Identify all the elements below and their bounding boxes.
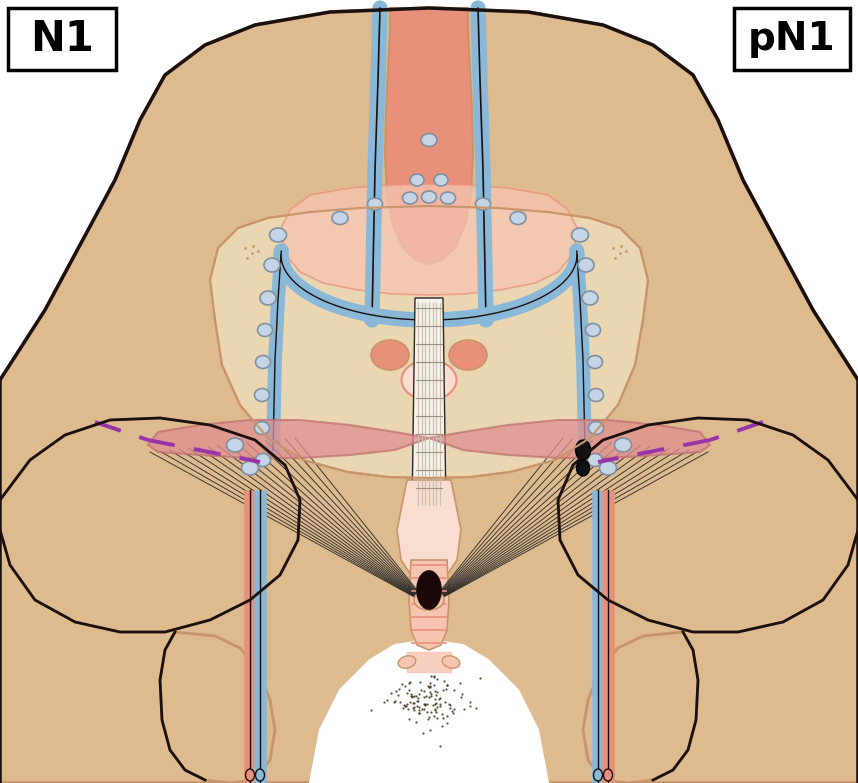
Ellipse shape <box>421 133 437 146</box>
Ellipse shape <box>589 388 603 402</box>
Polygon shape <box>0 8 858 783</box>
Polygon shape <box>412 298 446 510</box>
Ellipse shape <box>510 211 526 225</box>
Ellipse shape <box>449 340 487 370</box>
Ellipse shape <box>600 461 617 475</box>
Text: pN1: pN1 <box>748 20 836 58</box>
Ellipse shape <box>410 174 424 186</box>
Ellipse shape <box>589 421 603 435</box>
Ellipse shape <box>260 291 276 305</box>
Polygon shape <box>0 418 300 783</box>
Ellipse shape <box>256 453 270 467</box>
Ellipse shape <box>576 440 590 460</box>
Ellipse shape <box>614 438 631 452</box>
Ellipse shape <box>264 258 280 272</box>
Ellipse shape <box>588 453 602 467</box>
FancyBboxPatch shape <box>8 8 116 70</box>
Ellipse shape <box>594 769 602 781</box>
Ellipse shape <box>269 228 287 242</box>
Text: N1: N1 <box>30 18 94 60</box>
Ellipse shape <box>440 192 456 204</box>
Ellipse shape <box>367 198 383 210</box>
Ellipse shape <box>442 655 460 668</box>
Polygon shape <box>280 184 578 295</box>
Ellipse shape <box>332 211 348 225</box>
Polygon shape <box>385 8 473 264</box>
Ellipse shape <box>578 258 594 272</box>
Ellipse shape <box>577 460 589 476</box>
Polygon shape <box>160 632 275 783</box>
Ellipse shape <box>227 438 244 452</box>
Polygon shape <box>310 640 548 783</box>
Ellipse shape <box>245 769 255 781</box>
Ellipse shape <box>603 769 613 781</box>
Ellipse shape <box>571 228 589 242</box>
Polygon shape <box>397 480 461 580</box>
Ellipse shape <box>414 590 444 610</box>
Ellipse shape <box>255 421 269 435</box>
Ellipse shape <box>417 571 441 609</box>
Ellipse shape <box>421 191 437 203</box>
Ellipse shape <box>256 355 270 369</box>
Polygon shape <box>148 420 429 458</box>
Polygon shape <box>429 420 710 458</box>
Polygon shape <box>583 632 698 783</box>
Ellipse shape <box>256 769 264 781</box>
Ellipse shape <box>434 174 448 186</box>
Ellipse shape <box>371 340 409 370</box>
Polygon shape <box>558 418 858 783</box>
Ellipse shape <box>588 355 602 369</box>
Polygon shape <box>409 560 449 650</box>
Ellipse shape <box>241 461 258 475</box>
Ellipse shape <box>255 388 269 402</box>
Ellipse shape <box>475 198 491 210</box>
Ellipse shape <box>402 360 456 400</box>
FancyBboxPatch shape <box>734 8 850 70</box>
Ellipse shape <box>398 655 416 668</box>
Ellipse shape <box>585 323 601 337</box>
Ellipse shape <box>402 192 418 204</box>
Ellipse shape <box>257 323 273 337</box>
Ellipse shape <box>582 291 598 305</box>
Polygon shape <box>210 206 648 478</box>
